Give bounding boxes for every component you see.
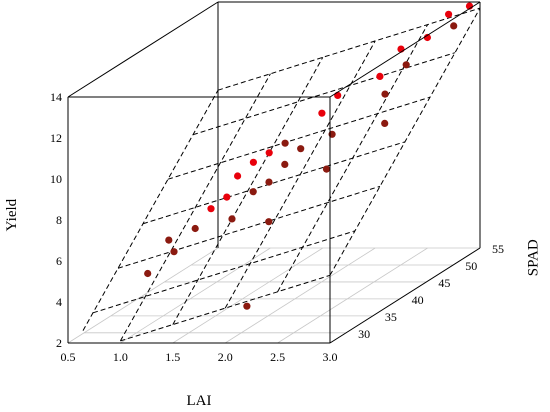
x-tick-label: 2.0 [218,350,233,364]
y-tick-label: 45 [438,276,450,290]
x-tick-label: 0.5 [61,350,76,364]
box-edge [67,1,219,98]
floor-grid-line [67,247,219,344]
z-tick-label: 12 [50,131,62,145]
surface-mesh-line [142,141,406,225]
box-back-edges [67,1,480,248]
data-point [445,10,453,18]
data-point [376,72,384,80]
floor-grid-line [277,247,428,344]
data-point [234,172,242,180]
z-tick-label: 14 [50,90,62,104]
z-tick-label: 4 [56,295,62,309]
surface-mesh-line [192,52,456,136]
data-point [450,22,458,30]
data-point [228,215,236,223]
data-point [423,33,431,42]
data-point [281,160,289,168]
data-point [281,139,289,147]
box-front-edges [67,1,481,344]
data-point [265,149,273,157]
z-tick-label: 6 [56,254,62,268]
data-point [402,61,410,69]
data-point [318,109,326,117]
y-tick-label: 50 [465,259,477,273]
floor-grid-line [172,247,324,344]
data-point [297,145,305,153]
data-point [322,165,331,173]
surface-mesh-line [92,230,356,314]
surface-mesh-line [120,274,331,342]
data-point [265,218,273,226]
surface-mesh-line [167,96,431,180]
data-point [243,302,251,310]
data-point [207,205,215,213]
floor-grid-line [120,247,271,344]
data-point [249,158,257,166]
surface-mesh-line [217,7,481,91]
data-point [144,269,152,278]
data-point [381,119,389,127]
box-edge [329,1,481,98]
x-tick-label: 1.5 [165,350,180,364]
data-point [191,224,199,233]
data-point [265,178,273,186]
x-tick-label: 1.0 [113,350,128,364]
data-point [170,248,178,256]
data-point [381,90,389,98]
surface-mesh-line [82,89,219,331]
z-tick-label: 8 [56,213,62,227]
data-point [223,193,231,201]
y-axis-title: SPAD [526,239,542,276]
data-point [165,236,173,244]
x-tick-label: 2.5 [270,350,285,364]
fitted-surface [82,7,481,342]
z-axis-title: Yield [4,198,20,231]
z-tick-label: 10 [50,172,62,186]
z-tick-label: 2 [56,336,62,350]
floor-grid-line [224,247,376,344]
y-tick-label: 35 [385,310,397,324]
box-edge [329,247,481,344]
surface-mesh-line [117,185,381,269]
y-tick-label: 30 [358,327,370,341]
tick-labels: 0.5 1.0 1.5 2.0 2.5 3.0 30 35 40 45 50 55 2 4 6 8 10 12 14 [50,90,504,364]
y-tick-label: 40 [412,293,424,307]
y-tick-label: 55 [492,242,504,256]
surface-mesh-line [172,57,324,325]
x-tick-label: 3.0 [323,350,338,364]
data-point [249,188,257,196]
x-axis-title: LAI [187,393,212,409]
data-point [334,91,342,99]
surface-mesh-line [119,73,271,342]
